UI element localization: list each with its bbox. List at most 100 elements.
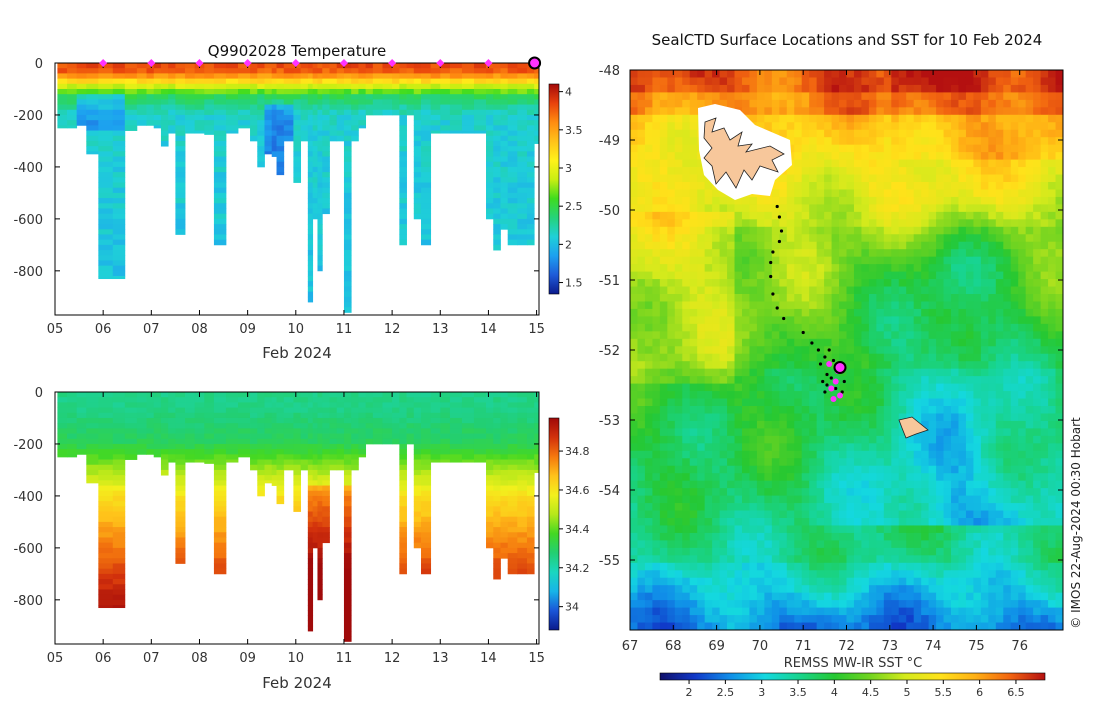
salinity-cell	[527, 460, 535, 466]
temperature-cell	[113, 208, 125, 214]
salinity-cell	[431, 397, 441, 403]
salinity-cell	[414, 501, 422, 507]
salinity-cell	[264, 397, 272, 403]
sst-cell	[944, 130, 952, 138]
sst-cell	[735, 287, 743, 295]
sst-cell	[1003, 77, 1011, 85]
sst-cell	[839, 85, 847, 93]
sst-cell	[832, 204, 840, 212]
sst-cell	[645, 92, 653, 100]
salinity-cell	[337, 402, 345, 408]
sst-cell	[809, 294, 817, 302]
salinity-cell	[113, 428, 125, 434]
sst-cell	[675, 175, 683, 183]
salinity-cell	[517, 496, 527, 502]
sst-cell	[772, 331, 780, 339]
sst-cell	[802, 257, 810, 265]
sst-cell	[690, 227, 698, 235]
temperature-cell	[226, 63, 238, 69]
sst-cell	[988, 257, 996, 265]
temperature-cell	[257, 94, 265, 100]
sst-cell	[682, 189, 690, 197]
sst-cell	[652, 137, 660, 145]
sst-cell	[675, 167, 683, 175]
salinity-profile	[284, 392, 294, 470]
sst-cell	[884, 294, 892, 302]
salinity-cell	[440, 428, 450, 434]
sst-cell	[839, 354, 847, 362]
salinity-cell	[399, 392, 407, 398]
salinity-cell	[98, 491, 113, 497]
sst-cell	[630, 219, 638, 227]
temperature-cell	[330, 73, 338, 79]
sst-cell	[690, 204, 698, 212]
salinity-cell	[517, 402, 527, 408]
sst-cell	[735, 346, 743, 354]
salinity-cell	[284, 413, 294, 419]
salinity-cell	[264, 408, 272, 414]
salinity-cell	[308, 543, 313, 549]
salinity-cell	[168, 408, 176, 414]
salinity-cell	[226, 449, 238, 455]
sst-cell	[824, 122, 832, 130]
sst-cell	[891, 272, 899, 280]
sst-cell	[854, 197, 862, 205]
temperature-cell	[462, 79, 474, 85]
temperature-cell	[272, 125, 277, 131]
temperature-cell	[214, 224, 226, 230]
sst-cell	[682, 309, 690, 317]
temperature-cell	[67, 79, 77, 85]
sst-cell	[839, 100, 847, 108]
salinity-cell	[264, 434, 272, 440]
salinity-cell	[317, 522, 322, 528]
sst-cell	[966, 361, 974, 369]
sst-cell	[645, 167, 653, 175]
sst-cell	[906, 219, 914, 227]
salinity-cell	[113, 486, 125, 492]
sst-cell	[869, 100, 877, 108]
sst-cell	[996, 130, 1004, 138]
sst-cell	[727, 234, 735, 242]
sst-cell	[802, 152, 810, 160]
temperature-cell	[373, 89, 383, 95]
sst-cell	[764, 346, 772, 354]
salinity-cell	[264, 449, 272, 455]
sst-cell	[660, 361, 668, 369]
sst-cell	[1003, 204, 1011, 212]
sst-cell	[1003, 227, 1011, 235]
sst-cell	[839, 257, 847, 265]
sst-cell	[1048, 189, 1056, 197]
sst-cell	[794, 212, 802, 220]
sst-cell	[1056, 70, 1064, 78]
sst-cell	[1033, 107, 1041, 115]
sst-cell	[667, 279, 675, 287]
salinity-cell	[366, 402, 374, 408]
sst-cell	[787, 361, 795, 369]
salinity-cell	[195, 444, 205, 450]
sst-cell	[809, 227, 817, 235]
sst-cell	[832, 160, 840, 168]
sst-cell	[1018, 219, 1026, 227]
sst-cell	[667, 249, 675, 257]
temperature-cell	[527, 125, 535, 131]
salinity-cell	[313, 517, 318, 523]
temperature-cell	[421, 99, 431, 105]
temperature-cell	[344, 240, 352, 246]
sst-cell	[951, 100, 959, 108]
salinity-cell	[98, 501, 113, 507]
temperature-cell	[344, 136, 352, 142]
sst-cell	[996, 115, 1004, 123]
sst-cell	[637, 212, 645, 220]
salinity-cell	[308, 496, 313, 502]
temperature-cell	[414, 167, 422, 173]
sst-cell	[794, 354, 802, 362]
temperature-cell	[214, 229, 226, 235]
salinity-cell	[277, 475, 285, 481]
y-tick-label: -200	[13, 438, 43, 453]
salinity-cell	[154, 428, 162, 434]
sst-cell	[1033, 287, 1041, 295]
sst-cell	[652, 227, 660, 235]
temperature-profile	[264, 63, 272, 154]
salinity-cell	[257, 397, 265, 403]
